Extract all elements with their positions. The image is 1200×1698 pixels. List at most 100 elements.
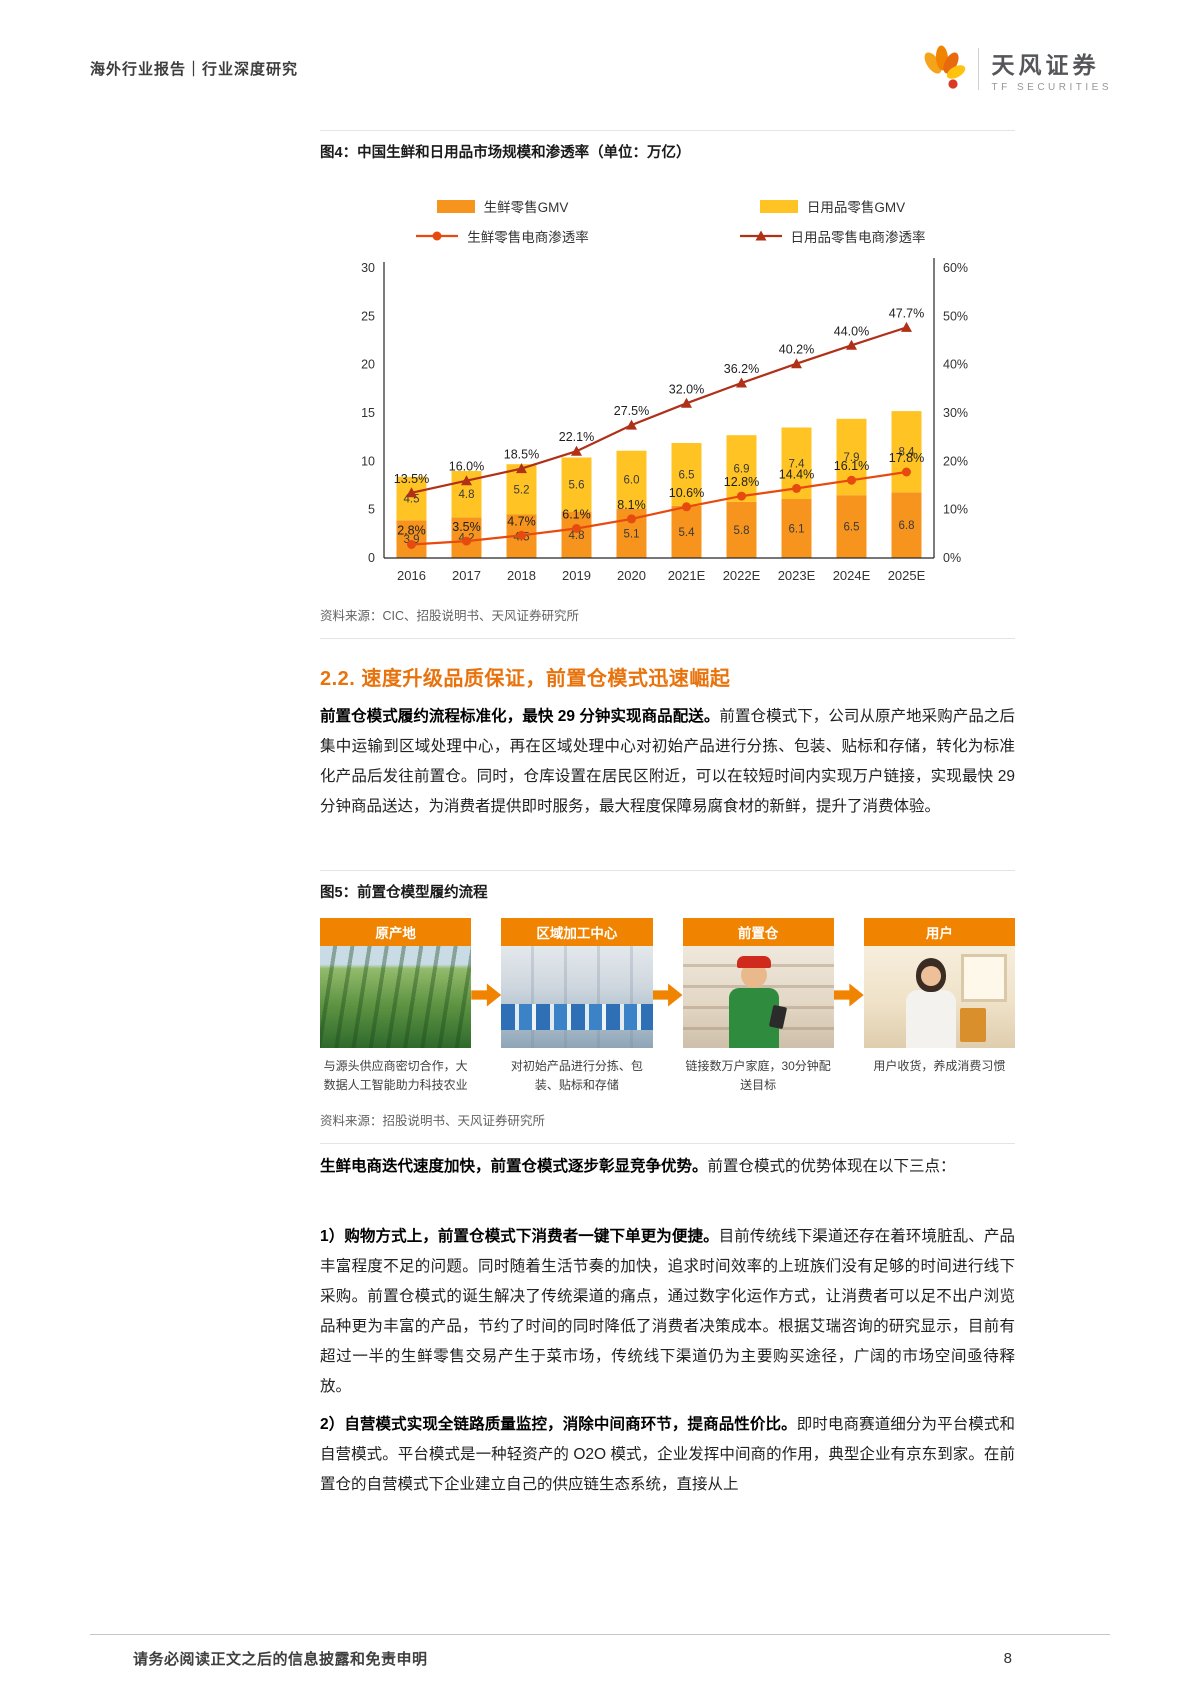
svg-text:6.0: 6.0 [624, 475, 640, 487]
svg-text:2019: 2019 [562, 568, 591, 583]
user-photo [863, 946, 1015, 1048]
tf-flower-icon [925, 45, 966, 89]
paragraph-frontwarehouse-intro: 前置仓模式履约流程标准化，最快 29 分钟实现商品配送。前置仓模式下，公司从原产… [320, 702, 1015, 822]
chart-legend: 生鲜零售GMV 日用品零售GMV 生鲜零售电商渗透率 日用品零售电商渗透率 [320, 196, 1015, 246]
svg-text:6.8: 6.8 [899, 520, 915, 532]
step-front-warehouse: 前置仓 链接数万户家庭，30分钟配送目标 [682, 918, 834, 1094]
kitchen-window-shape [961, 954, 1007, 1002]
paragraph-advantage-1: 1）购物方式上，前置仓模式下消费者一键下单更为便捷。目前传统线下渠道还存在着环境… [320, 1222, 1015, 1401]
brand-subtitle: TF SECURITIES [991, 81, 1112, 93]
legend-label: 日用品零售电商渗透率 [790, 230, 926, 245]
legend-label: 生鲜零售电商渗透率 [467, 230, 589, 245]
svg-text:2.8%: 2.8% [397, 524, 426, 538]
svg-text:8.1%: 8.1% [617, 498, 646, 512]
legend-item-fresh-gmv: 生鲜零售GMV [338, 196, 668, 216]
svg-text:13.5%: 13.5% [394, 472, 429, 486]
svg-text:40.2%: 40.2% [779, 343, 814, 357]
figure4-block: 图4：中国生鲜和日用品市场规模和渗透率（单位：万亿） 生鲜零售GMV 日用品零售… [320, 130, 1015, 639]
svg-text:18.5%: 18.5% [504, 448, 539, 462]
svg-text:7.9: 7.9 [844, 452, 860, 464]
report-type-label: 海外行业报告｜行业深度研究 [90, 61, 299, 78]
svg-text:36.2%: 36.2% [724, 362, 759, 376]
figure5-source: 资料来源：招股说明书、天风证券研究所 [320, 1114, 546, 1129]
sorting-bins-shape [501, 1004, 653, 1030]
courier-cap-shape [736, 956, 771, 968]
svg-text:6.9: 6.9 [734, 464, 750, 476]
daily-penetration-line-icon [739, 229, 782, 243]
svg-text:4.7%: 4.7% [507, 514, 536, 528]
svg-text:4.8: 4.8 [459, 489, 475, 501]
svg-text:2022E: 2022E [723, 568, 761, 583]
paragraph-body-text: 前置仓模式下，公司从原产地采购产品之后集中运输到区域处理中心，再在区域处理中心对… [320, 708, 1015, 815]
figure5-block: 图5：前置仓模型履约流程 原产地 与源头供应商密切合作，大数据人工智能助力科技农… [320, 870, 1015, 1145]
svg-text:2017: 2017 [452, 568, 481, 583]
svg-text:16.0%: 16.0% [449, 460, 484, 474]
step-user: 用户 用户收货，养成消费习惯 [863, 918, 1015, 1076]
svg-text:6.5: 6.5 [679, 469, 695, 481]
svg-text:16.1%: 16.1% [834, 459, 869, 473]
figure4-source: 资料来源：CIC、招股说明书、天风证券研究所 [320, 609, 580, 623]
legend-item-daily-penetration: 日用品零售电商渗透率 [668, 226, 998, 246]
daily-gmv-swatch-icon [759, 199, 798, 213]
user-face-shape [920, 966, 941, 986]
svg-text:27.5%: 27.5% [614, 404, 649, 418]
figure4-chart: 3.94.54.24.84.55.24.85.65.16.05.46.55.86… [334, 250, 1015, 605]
svg-text:10%: 10% [943, 503, 968, 517]
svg-text:7.4: 7.4 [789, 458, 806, 470]
step-origin-caption: 与源头供应商密切合作，大数据人工智能助力科技农业 [323, 1059, 468, 1092]
brand-logo: 天风证券 TF SECURITIES [918, 44, 1112, 94]
legend-item-fresh-penetration: 生鲜零售电商渗透率 [338, 226, 668, 246]
svg-text:2018: 2018 [507, 568, 536, 583]
step-user-header: 用户 [863, 918, 1015, 946]
svg-text:6.1%: 6.1% [562, 508, 591, 522]
svg-text:5.6: 5.6 [569, 480, 585, 492]
step-user-caption: 用户收货，养成消费习惯 [873, 1059, 1006, 1073]
svg-text:20: 20 [361, 358, 375, 372]
legend-item-daily-gmv: 日用品零售GMV [668, 196, 998, 216]
svg-text:30: 30 [361, 261, 375, 275]
paragraph-lead-bold: 1）购物方式上，前置仓模式下消费者一键下单更为便捷。 [320, 1228, 719, 1245]
svg-text:0: 0 [368, 551, 375, 565]
step-processing-center: 区域加工中心 对初始产品进行分拣、包装、贴标和存储 [501, 918, 653, 1094]
svg-text:25: 25 [361, 309, 375, 323]
svg-text:5.1: 5.1 [624, 528, 640, 540]
svg-text:5.2: 5.2 [514, 484, 530, 496]
brand-text: 天风证券 TF SECURITIES [991, 46, 1112, 93]
processing-center-photo [501, 946, 653, 1048]
svg-text:5: 5 [368, 503, 375, 517]
svg-text:2024E: 2024E [833, 568, 871, 583]
svg-text:5.4: 5.4 [679, 527, 696, 539]
svg-text:4.8: 4.8 [569, 530, 585, 542]
svg-text:44.0%: 44.0% [834, 324, 869, 338]
legend-label: 日用品零售GMV [806, 200, 906, 215]
step-origin: 原产地 与源头供应商密切合作，大数据人工智能助力科技农业 [320, 918, 472, 1094]
step-front-warehouse-header: 前置仓 [682, 918, 834, 946]
step-front-warehouse-caption: 链接数万户家庭，30分钟配送目标 [685, 1059, 831, 1092]
svg-text:15: 15 [361, 406, 375, 420]
svg-text:10.6%: 10.6% [669, 486, 704, 500]
svg-text:2021E: 2021E [668, 568, 706, 583]
paragraph-lead-bold: 生鲜电商迭代速度加快，前置仓模式逐步彰显竞争优势。 [320, 1158, 708, 1175]
fresh-penetration-line-icon [416, 229, 459, 243]
brand-divider [978, 48, 980, 90]
paragraph-advantages-intro: 生鲜电商迭代速度加快，前置仓模式逐步彰显竞争优势。前置仓模式的优势体现在以下三点… [320, 1152, 1015, 1182]
paragraph-lead-bold: 前置仓模式履约流程标准化，最快 29 分钟实现商品配送。 [320, 708, 720, 725]
figure5-title: 图5：前置仓模型履约流程 [320, 885, 488, 901]
paragraph-lead-bold: 2）自营模式实现全链路质量监控，消除中间商环节，提商品性价比。 [320, 1416, 797, 1433]
svg-text:5.8: 5.8 [734, 525, 750, 537]
paragraph-body-text: 目前传统线下渠道还存在着环境脏乱、产品丰富程度不足的问题。同时随着生活节奏的加快… [320, 1228, 1015, 1395]
svg-text:20%: 20% [943, 454, 968, 468]
paragraph-body-text: 即时电商赛道细分为平台模式和自营模式。平台模式是一种轻资产的 O2O 模式，企业… [320, 1416, 1015, 1493]
svg-text:12.8%: 12.8% [724, 475, 759, 489]
page-footer: 请务必阅读正文之后的信息披露和免责申明 8 [90, 1634, 1110, 1669]
svg-text:6.5: 6.5 [844, 522, 860, 534]
svg-text:2020: 2020 [617, 568, 646, 583]
arrow-right-icon [471, 983, 502, 1007]
svg-text:0%: 0% [943, 551, 961, 565]
arrow-right-icon [833, 983, 864, 1007]
fulfillment-flow: 原产地 与源头供应商密切合作，大数据人工智能助力科技农业 区域加工中心 对初始产… [320, 918, 1015, 1094]
arrow-right-icon [652, 983, 683, 1007]
svg-text:8.4: 8.4 [899, 447, 916, 459]
origin-photo [320, 946, 472, 1048]
